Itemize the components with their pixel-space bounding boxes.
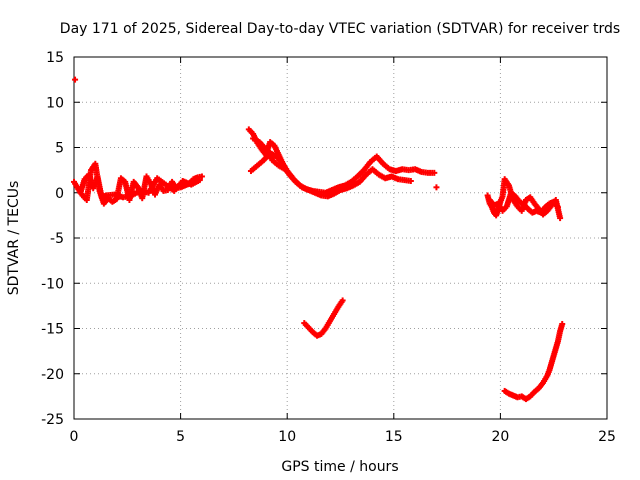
data-point: [72, 76, 79, 83]
series-segment-2c: [250, 135, 295, 180]
x-tick-label: 0: [70, 429, 79, 445]
x-axis-label: GPS time / hours: [281, 459, 398, 475]
y-tick-label: 10: [46, 95, 64, 111]
axis-ticks: 0 5 10 15 20 25 15 10 5 0 -5 -10 -15 -20 -25: [41, 50, 616, 445]
y-tick-label: -5: [50, 231, 64, 247]
series-segment-2b: [247, 149, 414, 200]
y-tick-label: -20: [41, 367, 64, 383]
x-tick-label: 10: [278, 429, 296, 445]
data-point: [288, 173, 295, 180]
series-segment-5: [501, 320, 566, 403]
data-point: [433, 184, 440, 191]
data-point: [557, 215, 564, 222]
series-outlier: [72, 76, 79, 83]
series-segment-4b: [486, 189, 561, 216]
x-tick-label: 5: [176, 429, 185, 445]
data-point: [559, 320, 566, 327]
data-point: [339, 297, 346, 304]
data-point: [198, 173, 205, 180]
x-tick-label: 15: [385, 429, 403, 445]
y-tick-label: -15: [41, 322, 64, 338]
data-point: [431, 169, 438, 176]
data-point: [196, 177, 203, 184]
y-tick-label: 15: [46, 50, 64, 66]
y-tick-label: -10: [41, 276, 64, 292]
series-isolated: [433, 184, 440, 191]
chart-title: Day 171 of 2025, Sidereal Day-to-day VTE…: [60, 21, 620, 37]
y-tick-label: 0: [55, 186, 64, 202]
x-tick-label: 25: [598, 429, 616, 445]
data-point: [407, 177, 414, 184]
y-tick-label: 5: [55, 141, 64, 157]
series-segment-1b: [77, 171, 203, 201]
x-tick-label: 20: [491, 429, 509, 445]
y-tick-label: -25: [41, 412, 64, 428]
y-axis-label: SDTVAR / TECUs: [6, 181, 22, 296]
series-segment-3: [301, 297, 346, 339]
data-point: [554, 204, 561, 211]
data-points: [71, 76, 566, 403]
